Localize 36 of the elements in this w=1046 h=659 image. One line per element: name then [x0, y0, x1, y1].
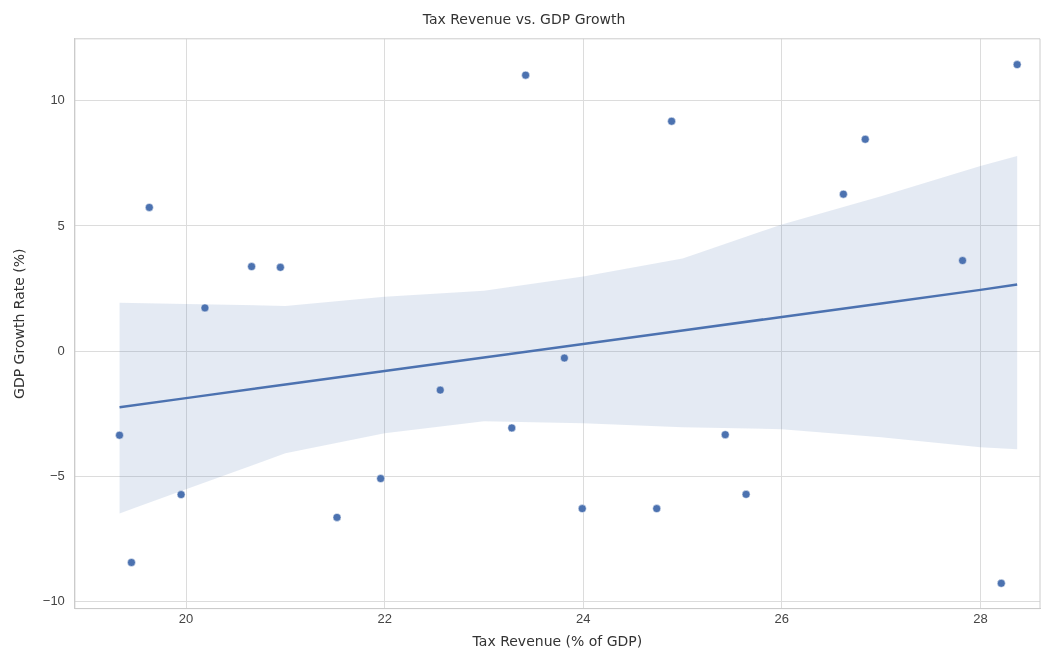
point [127, 558, 136, 567]
x-tick-label: 26 [774, 610, 790, 626]
point [176, 490, 186, 499]
y-tick-label: −10 [42, 593, 65, 609]
point [860, 135, 870, 144]
point [200, 303, 210, 313]
point [652, 504, 661, 513]
x-tick-label: 24 [576, 610, 591, 626]
x-tick-label: 22 [377, 610, 392, 626]
point [376, 474, 385, 483]
point [145, 203, 154, 212]
point [436, 385, 445, 395]
y-tick-label: −5 [50, 468, 65, 484]
chart-title: Tax Revenue vs. GDP Growth [421, 11, 626, 28]
point [115, 430, 124, 440]
x-axis-title: Tax Revenue (% of GDP) [471, 633, 643, 650]
x-tick-label: 28 [973, 610, 988, 626]
point [997, 579, 1006, 588]
point [958, 256, 967, 265]
y-tick-label: 0 [57, 342, 65, 358]
point [720, 430, 730, 439]
y-tick-label: 10 [50, 92, 65, 108]
point [247, 262, 256, 271]
y-tick-label: 5 [57, 217, 65, 233]
x-tick-label: 20 [178, 610, 194, 626]
point [839, 189, 848, 199]
point [276, 263, 285, 272]
point [560, 353, 569, 363]
y-axis-title: GDP Growth Rate (%) [11, 248, 28, 399]
point [578, 504, 587, 513]
point [741, 490, 751, 499]
point [667, 116, 676, 126]
point [521, 70, 530, 80]
point [1012, 60, 1022, 69]
point [332, 513, 342, 522]
point [507, 423, 516, 433]
